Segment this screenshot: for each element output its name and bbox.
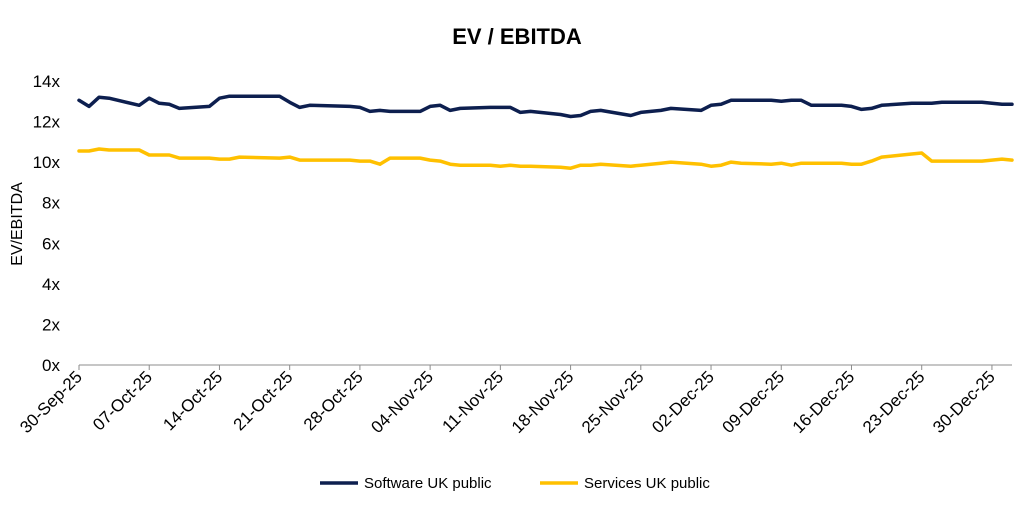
x-tick-label: 23-Dec-25	[859, 367, 929, 437]
x-tick-labels: 30-Sep-25 07-Oct-25 14-Oct-25 21-Oct-25 28-O…	[16, 367, 999, 437]
x-tick-label: 11-Nov-25	[439, 367, 508, 436]
y-tick-label: 4x	[42, 275, 60, 294]
y-tick-label: 8x	[42, 194, 60, 213]
x-tick-label: 30-Dec-25	[929, 367, 999, 437]
y-tick-label: 2x	[42, 315, 60, 334]
series-line-services-uk-public	[77, 147, 1014, 170]
legend-label: Services UK public	[584, 475, 710, 492]
x-tick-marks	[78, 365, 993, 370]
x-tick-label: 04-Nov-25	[367, 367, 437, 437]
x-tick-label: 14-Oct-25	[159, 367, 226, 434]
legend: Software UK public Services UK public	[320, 475, 710, 492]
legend-label: Software UK public	[364, 475, 492, 492]
y-tick-label: 12x	[33, 113, 61, 132]
x-tick-label: 07-Oct-25	[89, 367, 156, 434]
y-axis-label: EV/EBITDA	[9, 182, 26, 266]
x-tick-label: 28-Oct-25	[300, 367, 367, 434]
x-tick-label: 16-Dec-25	[789, 367, 859, 437]
series-line-software-uk-public	[77, 94, 1014, 119]
x-tick-label: 02-Dec-25	[648, 367, 718, 437]
chart-title: EV / EBITDA	[452, 24, 582, 49]
x-tick-label: 18-Nov-25	[508, 367, 578, 437]
y-tick-label: 10x	[33, 153, 61, 172]
x-tick-label: 25-Nov-25	[578, 367, 648, 437]
x-tick-label: 30-Sep-25	[16, 367, 86, 437]
x-tick-label: 21-Oct-25	[230, 367, 297, 434]
y-tick-label: 6x	[42, 234, 60, 253]
y-tick-labels: 0x 2x 4x 6x 8x 10x 12x 14x	[33, 72, 61, 375]
series-lines	[77, 94, 1014, 170]
y-tick-label: 0x	[42, 356, 60, 375]
x-tick-label: 09-Dec-25	[719, 367, 789, 437]
y-tick-label: 14x	[33, 72, 61, 91]
